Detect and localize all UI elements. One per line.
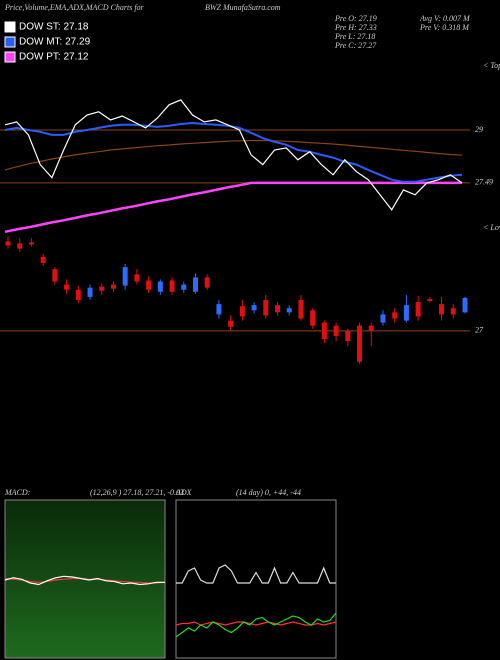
candle-body <box>368 325 374 331</box>
legend-label: DOW MT: 27.29 <box>19 37 91 48</box>
title: Price,Volume,EMA,ADX,MACD Charts for <box>4 3 145 12</box>
candle-body <box>146 280 152 290</box>
candle-body <box>17 243 23 249</box>
candle-body <box>450 308 456 315</box>
candle-body <box>239 306 245 317</box>
candle-body <box>310 310 316 326</box>
candle-body <box>204 277 210 288</box>
candle-body <box>403 305 409 321</box>
panel-subtitle: (14 day) 0, +44, -44 <box>236 488 301 497</box>
panel-subtitle: (12,26,9 ) 27.18, 27.21, -0.03 <box>90 488 184 497</box>
candle-body <box>357 325 363 362</box>
candle-body <box>110 284 116 289</box>
candle-body <box>345 330 351 342</box>
panel-title: MACD: <box>4 488 31 497</box>
quote-item: Pre V: 0.318 M <box>419 23 470 32</box>
candle-body <box>87 287 93 297</box>
candle-body <box>298 300 304 319</box>
quote-item: Pre O: 27.19 <box>334 14 377 23</box>
y-tick-label: 27.49 <box>475 178 493 187</box>
candle-body <box>40 256 46 263</box>
candle-body <box>181 284 187 290</box>
legend-label: DOW PT: 27.12 <box>19 52 89 63</box>
candle-body <box>333 325 339 336</box>
legend-swatch <box>4 21 16 33</box>
candle-body <box>134 274 140 282</box>
candle-body <box>75 289 81 300</box>
quote-item: Pre L: 27.18 <box>334 32 375 41</box>
candle-body <box>122 267 128 286</box>
candle-body <box>392 312 398 319</box>
candle-body <box>263 300 269 316</box>
series-line <box>4 139 463 171</box>
series-line <box>4 575 165 586</box>
y-tick-label: 29 <box>475 125 483 134</box>
candle-body <box>28 242 34 245</box>
series-line <box>175 621 337 626</box>
candle-body <box>275 305 281 313</box>
legend-swatch <box>4 36 16 48</box>
series-line <box>4 181 462 234</box>
candle-body <box>439 304 445 315</box>
legend-swatch <box>4 51 16 63</box>
quote-item: Pre C: 27.27 <box>334 41 377 50</box>
candle-body <box>52 269 58 282</box>
candle-body <box>64 284 70 290</box>
lows-marker: < Lows <box>483 223 500 232</box>
candle-body <box>99 286 105 291</box>
candle-body <box>169 280 175 292</box>
candle-body <box>286 308 292 313</box>
series-line <box>176 564 336 584</box>
y-tick-label: 27 <box>475 326 484 335</box>
candle-body <box>5 241 11 246</box>
candle-body <box>321 322 327 340</box>
series-line <box>175 612 337 638</box>
series-line <box>4 99 463 211</box>
quote-item: Pre H: 27.33 <box>334 23 377 32</box>
site: BWZ MunafaSutra.com <box>205 3 281 12</box>
candle-body <box>228 320 234 327</box>
candle-body <box>157 281 163 292</box>
candle-body <box>216 304 222 315</box>
candle-body <box>251 305 257 311</box>
candle-body <box>427 298 433 302</box>
legend-label: DOW ST: 27.18 <box>19 22 89 33</box>
candle-body <box>462 297 468 313</box>
panel-title: ADX <box>175 488 193 497</box>
tops-marker: < Tops <box>483 61 500 70</box>
quote-item: Avg V: 0.007 M <box>419 14 471 23</box>
candle-body <box>192 277 198 292</box>
candle-body <box>415 302 421 317</box>
candle-body <box>380 314 386 323</box>
adx-panel <box>175 499 337 659</box>
